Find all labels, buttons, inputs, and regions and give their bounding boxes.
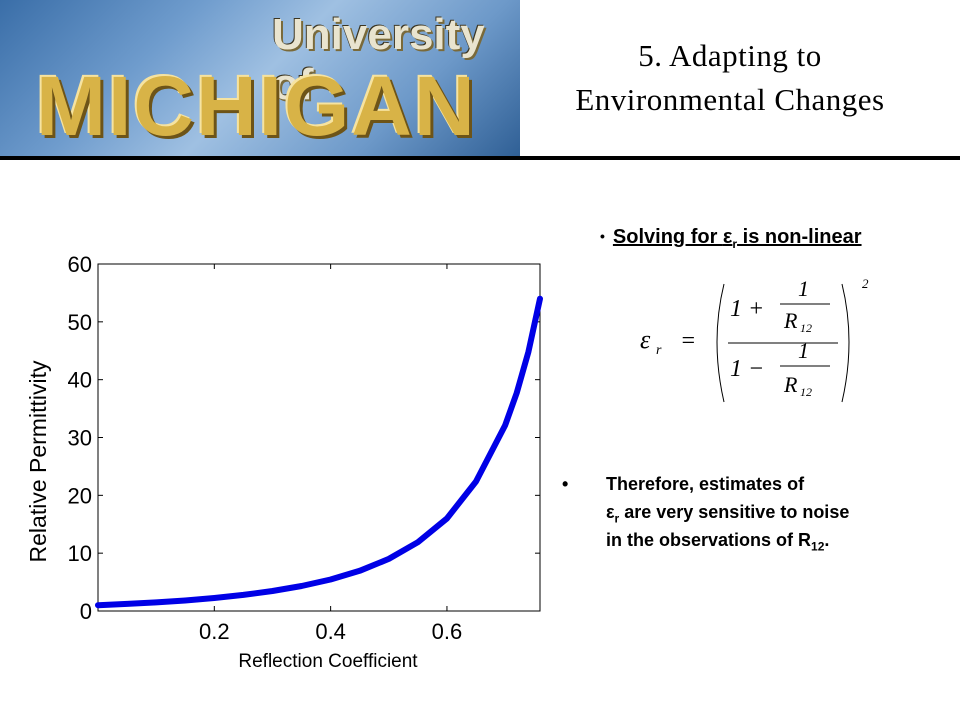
bullet1-suffix: is non-linear [737, 226, 862, 248]
formula-num-R-sub: 12 [800, 321, 812, 335]
bullet2-line1: Therefore, estimates of [606, 474, 805, 494]
bullet2-line3-suffix: . [824, 530, 830, 550]
logo-text-michigan: MICHIGAN [36, 59, 477, 153]
bullet2-line2-rest: are very sensitive to noise [619, 502, 850, 522]
formula-denominator-lead: 1 − [730, 356, 764, 382]
university-logo-banner: University of MICHIGAN [0, 0, 520, 158]
bullet-dot: • [562, 474, 569, 494]
y-tick-label: 30 [68, 426, 92, 451]
y-tick-label: 40 [68, 368, 92, 393]
formula-den-one: 1 [798, 338, 809, 363]
y-tick-label: 60 [68, 252, 92, 277]
x-tick-label: 0.6 [432, 619, 463, 644]
y-axis-ticks: 0 10 20 30 40 50 60 [68, 252, 540, 624]
logo-text-university: University of [272, 10, 485, 109]
y-tick-label: 50 [68, 310, 92, 335]
header-divider [0, 156, 960, 160]
x-tick-label: 0.2 [199, 619, 230, 644]
formula-num-R: R [783, 308, 798, 333]
plot-frame [97, 263, 541, 612]
formula-exponent: 2 [862, 276, 869, 291]
epsilon-symbol: ε [722, 226, 733, 248]
formula-lhs-epsilon: ε [640, 325, 651, 354]
bullet1-prefix: Solving for [612, 226, 723, 248]
bullet-dot: • [600, 228, 605, 244]
y-tick-label: 10 [68, 541, 92, 566]
series-line-permittivity [95, 295, 543, 609]
y-tick-label: 20 [68, 483, 92, 508]
bullet-nonlinear: • Solving for εr is non-linear [600, 226, 862, 251]
y-tick-label: 0 [80, 599, 92, 624]
bullet2-line2: εr are very sensitive to noise [606, 498, 849, 533]
slide-title-line1: 5. Adapting to [638, 38, 822, 73]
epsilon-symbol: ε [606, 502, 615, 522]
formula-lhs-subscript: r [656, 343, 662, 358]
permittivity-formula: ε r = 2 1 + 1 R 12 1 − 1 R 12 [640, 276, 869, 403]
slide-title: 5. Adapting to Environmental Changes [530, 34, 930, 122]
slide-title-line2: Environmental Changes [575, 82, 885, 117]
x-tick-label: 0.4 [315, 619, 346, 644]
y-axis-label: Relative Permittivity [25, 360, 51, 562]
right-paren [841, 283, 850, 403]
formula-equals: = [680, 328, 696, 354]
formula-numerator-lead: 1 + [730, 296, 764, 322]
x-axis-ticks: 0.2 0.4 0.6 [199, 264, 462, 644]
bullet2-line3: in the observations of R12. [606, 526, 829, 561]
x-axis-label: Reflection Coefficient [238, 651, 418, 672]
epsilon-subscript: r [732, 237, 738, 251]
formula-den-R-sub: 12 [800, 385, 812, 399]
left-paren [716, 283, 725, 403]
r12-subscript: 12 [811, 539, 825, 554]
formula-den-R: R [783, 372, 798, 397]
epsilon-subscript: r [614, 511, 620, 526]
permittivity-chart: 0 10 20 30 40 50 60 0.2 0.4 0.6 Relative Permitt… [25, 252, 543, 672]
bullet2-line3-prefix: in the observations of R [606, 530, 812, 550]
formula-num-one: 1 [798, 276, 809, 301]
